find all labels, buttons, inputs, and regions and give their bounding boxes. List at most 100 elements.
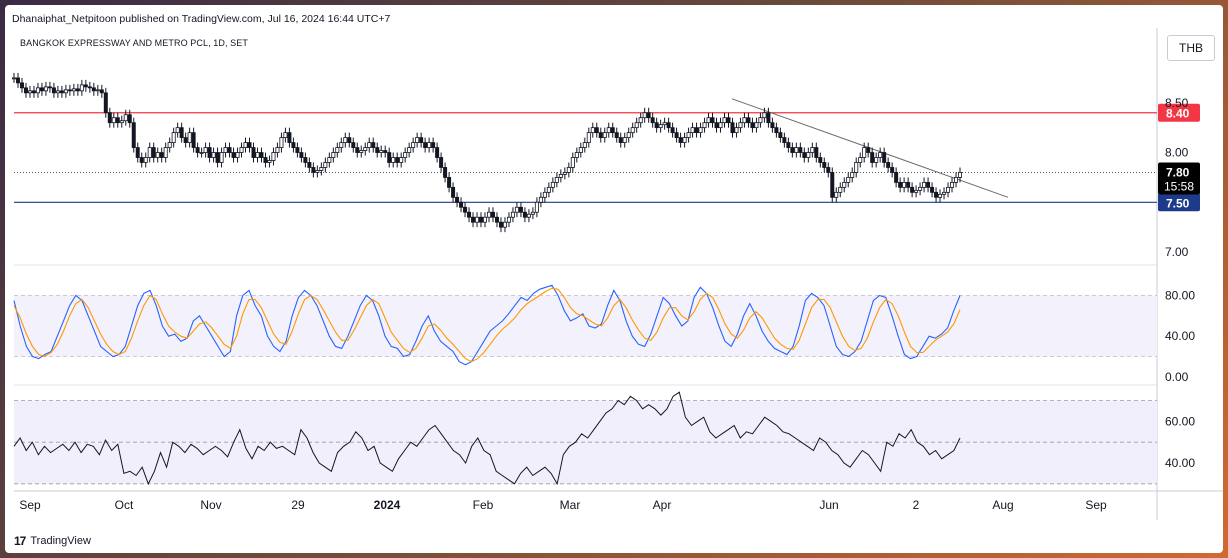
candle-body xyxy=(610,127,615,134)
currency-button[interactable]: THB xyxy=(1167,35,1215,61)
candle-body xyxy=(898,181,903,188)
candle-body xyxy=(67,89,72,92)
candle-body xyxy=(950,181,955,188)
x-tick-label: Feb xyxy=(473,498,494,512)
candle-body xyxy=(574,152,579,158)
candle-body xyxy=(191,132,196,148)
candle-body xyxy=(806,152,811,158)
candle-body xyxy=(910,186,915,193)
candle-body xyxy=(738,122,743,129)
candle-body xyxy=(115,117,120,124)
symbol-title: BANGKOK EXPRESSWAY AND METRO PCL, 1D, SE… xyxy=(20,38,248,48)
candle-body xyxy=(303,157,308,163)
candle-body xyxy=(794,147,799,153)
candle-body xyxy=(367,142,372,148)
candle-body xyxy=(570,157,575,168)
candle-body xyxy=(510,211,515,218)
candle-body xyxy=(590,127,595,134)
candle-body xyxy=(790,147,795,153)
candle-body xyxy=(526,213,531,218)
candle-body xyxy=(802,152,807,158)
candle-body xyxy=(395,157,400,163)
candle-body xyxy=(411,142,416,148)
candle-body xyxy=(259,152,264,158)
tradingview-logo[interactable]: 17 TradingView xyxy=(14,534,91,548)
candle-body xyxy=(19,82,24,89)
candle-body xyxy=(319,167,324,171)
candle-body xyxy=(415,137,420,143)
candle-body xyxy=(103,92,108,114)
candle-body xyxy=(922,181,927,188)
candle-body xyxy=(335,147,340,153)
x-tick-label: Aug xyxy=(992,498,1013,512)
candle-body xyxy=(351,142,356,148)
candle-body xyxy=(598,132,603,139)
candle-body xyxy=(786,142,791,148)
candle-body xyxy=(726,117,731,124)
candle-body xyxy=(706,117,711,124)
candle-body xyxy=(451,186,456,198)
candle-body xyxy=(566,167,571,173)
candle-body xyxy=(439,157,444,168)
candle-body xyxy=(754,122,759,129)
candle-body xyxy=(399,157,404,163)
candle-body xyxy=(39,87,44,92)
candle-body xyxy=(686,132,691,139)
candle-body xyxy=(734,127,739,134)
candle-body xyxy=(123,114,128,122)
candle-body xyxy=(614,132,619,139)
candle-body xyxy=(774,127,779,134)
candle-body xyxy=(506,216,511,223)
candle-body xyxy=(586,132,591,143)
candle-body xyxy=(518,206,523,213)
candle-body xyxy=(934,191,939,198)
candle-body xyxy=(291,142,296,148)
tradingview-mark-icon: 17 xyxy=(14,534,26,548)
candle-body xyxy=(11,77,16,80)
rsi-line xyxy=(13,391,961,486)
candle-body xyxy=(323,162,328,168)
candle-body xyxy=(694,127,699,134)
candle-body xyxy=(654,122,659,129)
candle-body xyxy=(239,147,244,153)
last-price-label: 7.80 xyxy=(1166,165,1190,179)
candle-body xyxy=(179,127,184,139)
stoch-band xyxy=(14,295,1157,357)
x-tick-label: Nov xyxy=(200,498,221,512)
candle-body xyxy=(778,132,783,139)
candle-body xyxy=(131,122,136,148)
candle-body xyxy=(866,147,871,153)
candle-body xyxy=(554,177,559,183)
candle-body xyxy=(762,112,767,119)
candle-body xyxy=(842,181,847,188)
level-label: 8.40 xyxy=(1166,107,1190,121)
candle-body xyxy=(874,157,879,163)
candle-body xyxy=(530,211,535,215)
candle-body xyxy=(834,191,839,198)
candle-body xyxy=(870,152,875,163)
rsi-tick-label: 60.00 xyxy=(1165,414,1195,428)
candle-body xyxy=(215,152,220,163)
candle-body xyxy=(534,201,539,213)
candle-body xyxy=(818,157,823,163)
candle-body xyxy=(594,127,599,134)
candle-body xyxy=(894,172,899,183)
candle-body xyxy=(914,189,919,193)
candle-body xyxy=(542,191,547,198)
candle-body xyxy=(187,132,192,143)
candle-body xyxy=(275,147,280,153)
candle-body xyxy=(483,216,488,223)
brand-name: TradingView xyxy=(30,535,91,547)
candle-body xyxy=(714,122,719,129)
candle-body xyxy=(750,122,755,129)
candle-body xyxy=(602,132,607,139)
candle-body xyxy=(858,157,863,163)
candle-body xyxy=(143,157,148,163)
candle-body xyxy=(658,124,663,129)
candle-body xyxy=(363,147,368,151)
candle-body xyxy=(678,137,683,143)
candle-body xyxy=(459,201,464,208)
candle-body xyxy=(147,147,152,158)
candle-body xyxy=(854,162,859,173)
